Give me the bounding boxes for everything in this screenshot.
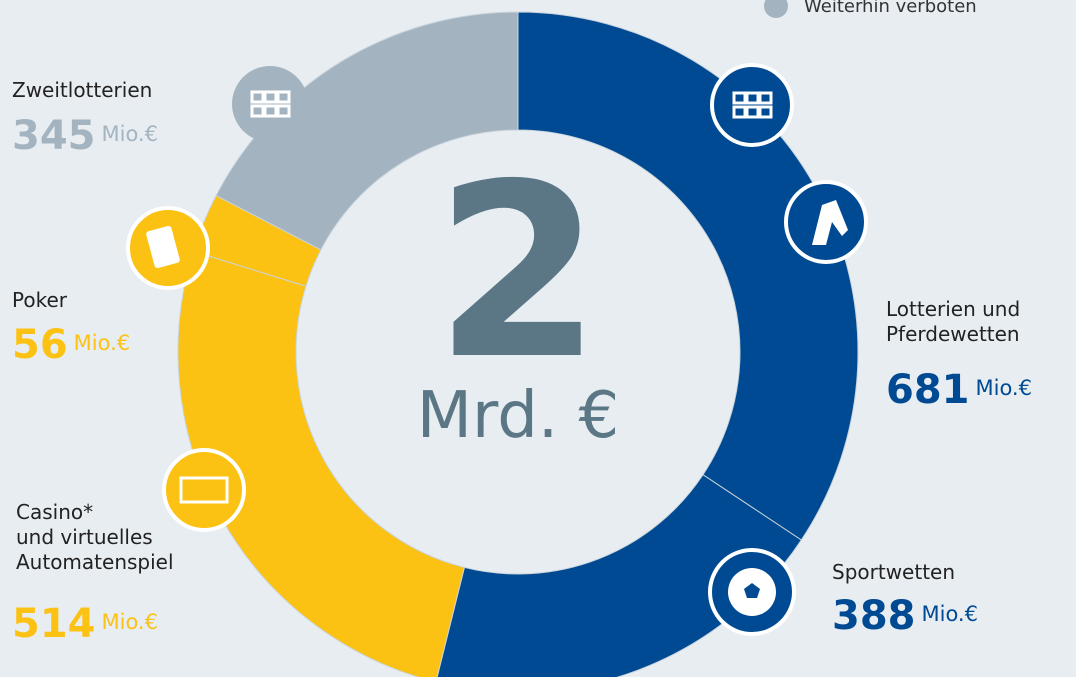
value-unit: Mio.€: [73, 331, 131, 355]
ring: [177, 11, 859, 677]
category-label: Sportwetten: [832, 560, 956, 584]
icon-slot: [162, 448, 246, 532]
value-number: 56: [12, 322, 68, 368]
icon-card: [146, 225, 180, 269]
icon-ball-patch: [744, 583, 760, 598]
icon-lottery: [710, 63, 794, 147]
value-number: 514: [12, 601, 96, 647]
category-label: Lotterien und Pferdewetten: [886, 297, 1021, 346]
value-label: 681 Mio.€: [886, 370, 1032, 410]
center-unit: Mrd. €: [417, 379, 619, 453]
segment: [436, 474, 802, 677]
legend-swatch: [764, 0, 788, 18]
value-unit: Mio.€: [101, 122, 158, 146]
icon-slot-frame: [179, 476, 229, 504]
category-label: Casino* und virtuelles Automatenspiel: [16, 500, 174, 574]
icons: [126, 63, 868, 636]
center-value: 2: [435, 132, 602, 412]
value-number: 345: [12, 113, 96, 159]
value-label: 514 Mio.€: [12, 604, 158, 644]
legend-label: Weiterhin verboten: [804, 0, 977, 17]
legend: Weiterhin verboten: [764, 0, 977, 18]
value-label: 388 Mio.€: [832, 596, 978, 636]
value-unit: Mio.€: [975, 376, 1032, 400]
value-unit: Mio.€: [921, 602, 978, 626]
value-label: 56 Mio.€: [12, 325, 130, 365]
category-label: Zweitlotterien: [12, 78, 153, 102]
icon-ticket: [232, 66, 308, 142]
icon-horse-shape: [812, 200, 848, 245]
icon-lottery-grid: [732, 91, 773, 119]
value-label: 345 Mio.€: [12, 116, 158, 156]
value-number: 681: [886, 367, 970, 413]
value-unit: Mio.€: [101, 610, 158, 634]
category-label: Poker: [12, 288, 67, 312]
value-number: 388: [832, 593, 916, 639]
icon-ticket-grid: [250, 90, 291, 118]
